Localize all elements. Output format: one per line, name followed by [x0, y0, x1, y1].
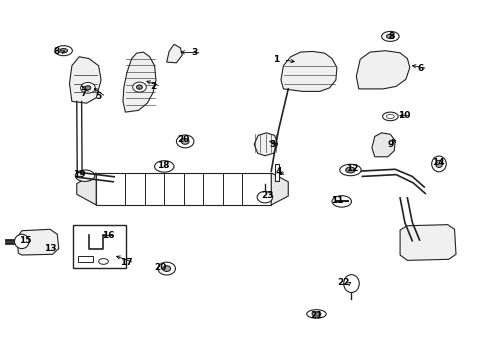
Ellipse shape: [136, 85, 142, 89]
Text: 19: 19: [73, 171, 85, 180]
Ellipse shape: [311, 312, 320, 316]
Text: 1: 1: [272, 55, 279, 64]
Text: 13: 13: [43, 244, 56, 253]
Text: 16: 16: [102, 231, 114, 240]
Bar: [96, 173, 271, 205]
Text: 3: 3: [269, 140, 275, 149]
Text: 21: 21: [309, 311, 322, 320]
Ellipse shape: [85, 86, 91, 90]
Text: 10: 10: [397, 111, 409, 120]
Ellipse shape: [181, 139, 189, 144]
Text: 14: 14: [431, 158, 444, 167]
Text: 17: 17: [120, 258, 133, 267]
Text: 18: 18: [156, 161, 169, 170]
Text: 23: 23: [261, 190, 274, 199]
Polygon shape: [77, 173, 96, 205]
Ellipse shape: [345, 167, 355, 173]
Ellipse shape: [386, 34, 393, 39]
Ellipse shape: [381, 31, 398, 41]
Ellipse shape: [382, 112, 397, 121]
Polygon shape: [399, 225, 455, 260]
Bar: [78, 256, 93, 262]
Ellipse shape: [60, 49, 67, 53]
Ellipse shape: [306, 310, 325, 318]
Text: 6: 6: [417, 64, 423, 73]
Polygon shape: [271, 173, 287, 205]
Polygon shape: [17, 229, 59, 255]
Ellipse shape: [386, 114, 393, 118]
Ellipse shape: [435, 160, 442, 167]
Ellipse shape: [81, 82, 95, 93]
Polygon shape: [356, 51, 409, 89]
Polygon shape: [122, 52, 156, 112]
Ellipse shape: [339, 164, 361, 176]
Text: 11: 11: [330, 196, 343, 205]
Ellipse shape: [99, 258, 108, 264]
Ellipse shape: [431, 156, 446, 172]
Ellipse shape: [55, 46, 72, 56]
Text: 3: 3: [191, 48, 197, 57]
Ellipse shape: [132, 82, 146, 92]
Ellipse shape: [158, 262, 175, 275]
Bar: [274, 163, 278, 181]
Text: 8: 8: [53, 47, 60, 56]
Text: 9: 9: [386, 140, 393, 149]
Text: 2: 2: [150, 82, 156, 91]
Polygon shape: [254, 133, 277, 156]
Text: 22: 22: [336, 278, 349, 287]
Polygon shape: [281, 51, 336, 91]
Polygon shape: [371, 133, 394, 157]
Polygon shape: [166, 44, 182, 63]
Ellipse shape: [176, 135, 194, 148]
Ellipse shape: [15, 234, 29, 249]
Ellipse shape: [154, 161, 174, 172]
Ellipse shape: [75, 170, 95, 181]
Ellipse shape: [331, 196, 351, 207]
Text: 7: 7: [80, 89, 86, 98]
Text: 5: 5: [95, 92, 102, 101]
Text: 8: 8: [387, 32, 394, 41]
Bar: [73, 225, 125, 268]
Ellipse shape: [257, 192, 272, 203]
Text: 20: 20: [177, 135, 189, 144]
Text: 20: 20: [154, 264, 167, 273]
Polygon shape: [69, 57, 101, 103]
Ellipse shape: [343, 275, 359, 293]
Text: 12: 12: [346, 164, 358, 173]
Text: 15: 15: [20, 235, 32, 244]
Text: 4: 4: [275, 167, 281, 176]
Ellipse shape: [163, 266, 170, 271]
